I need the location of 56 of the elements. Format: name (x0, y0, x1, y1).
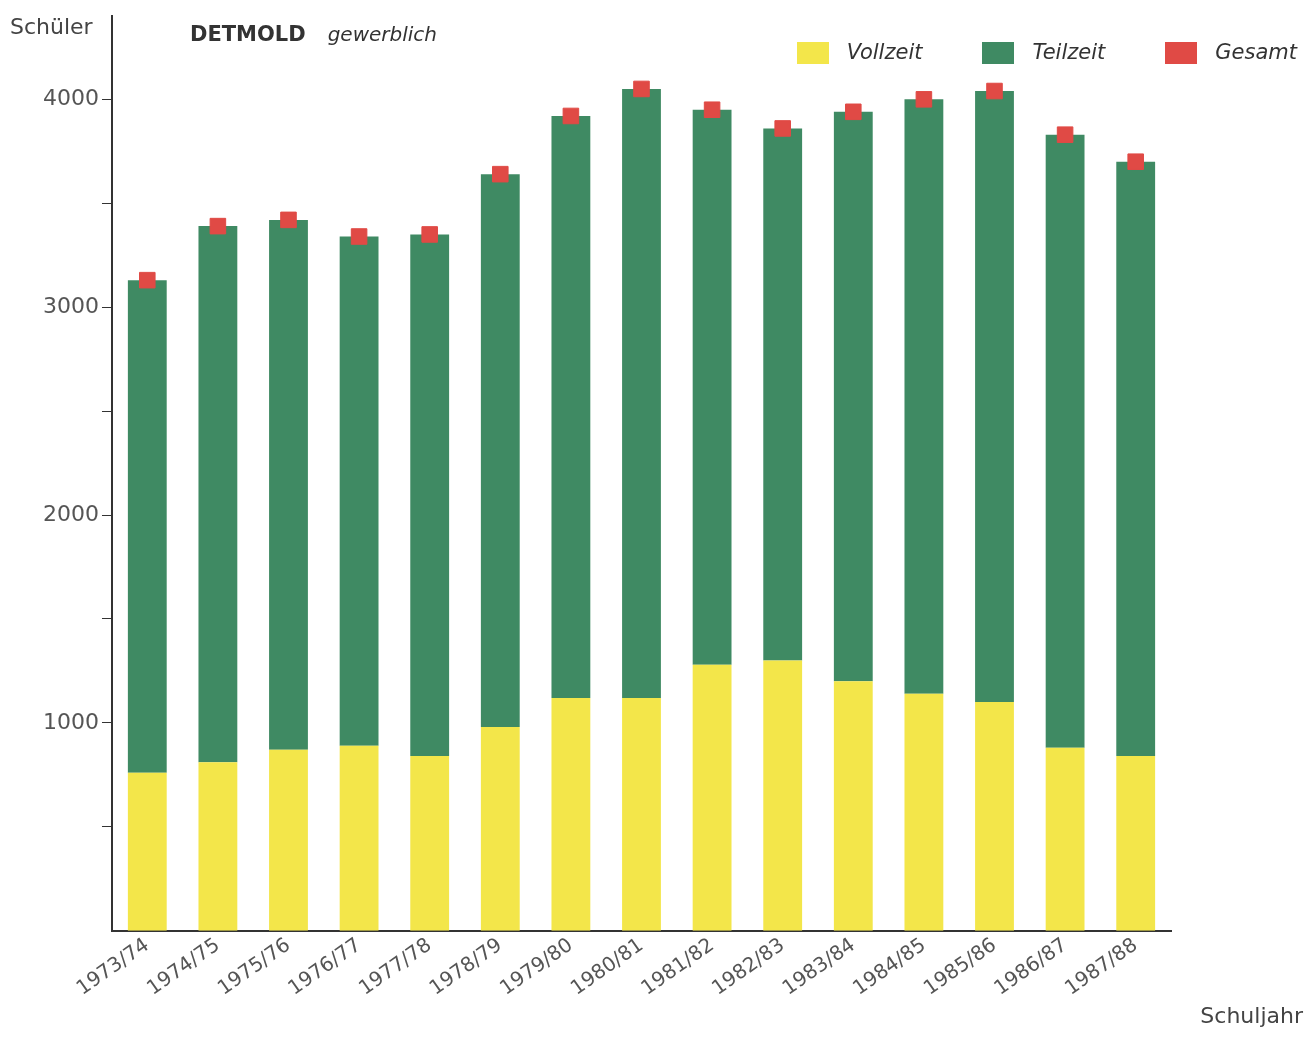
bar (127, 772, 167, 931)
point (633, 80, 650, 98)
bar (763, 128, 803, 661)
point (845, 103, 862, 121)
y-tick-label: 2000 (42, 500, 99, 526)
point (915, 91, 933, 108)
bar (1045, 747, 1085, 931)
y-tick-label: 4000 (42, 85, 99, 111)
x-axis-title: Schuljahr (1200, 1003, 1303, 1028)
point (1127, 153, 1144, 170)
point (280, 211, 297, 229)
bar (551, 697, 591, 931)
bar (833, 111, 873, 682)
y-tick-label: 3000 (42, 292, 99, 318)
chart-subtitle: gewerblich (327, 22, 438, 46)
bar (198, 762, 238, 931)
bar (904, 99, 944, 694)
bar (339, 236, 379, 746)
bar (692, 664, 732, 931)
bar (480, 174, 520, 727)
bar (904, 693, 944, 931)
bar (198, 226, 238, 763)
bar (692, 109, 732, 665)
bar (975, 91, 1014, 703)
bar (1116, 756, 1156, 931)
bar (339, 745, 379, 931)
bar (833, 681, 873, 931)
bar (410, 234, 450, 757)
point (421, 226, 438, 243)
bar (269, 219, 308, 750)
bar (975, 702, 1014, 931)
bar (1116, 161, 1156, 757)
point (1056, 126, 1074, 143)
point (350, 228, 368, 245)
chart-title: DETMOLD (190, 22, 306, 46)
bar (269, 749, 308, 931)
point (774, 120, 791, 137)
point (986, 82, 1003, 100)
point (209, 217, 227, 235)
point (139, 271, 156, 289)
bar (763, 660, 803, 931)
bar (622, 88, 661, 698)
bar (551, 115, 591, 698)
bar (410, 756, 450, 931)
legend-label: Vollzeit (845, 40, 923, 64)
legend-label: Teilzeit (1031, 40, 1106, 64)
y-axis-title: Schüler (10, 14, 93, 39)
point (562, 107, 580, 125)
bar (1045, 134, 1085, 748)
point (492, 165, 509, 183)
bar (622, 697, 661, 931)
bar (480, 727, 520, 931)
legend-label: Gesamt (1214, 40, 1297, 64)
point (703, 101, 721, 119)
y-tick-label: 1000 (42, 708, 99, 734)
bar (127, 280, 167, 773)
